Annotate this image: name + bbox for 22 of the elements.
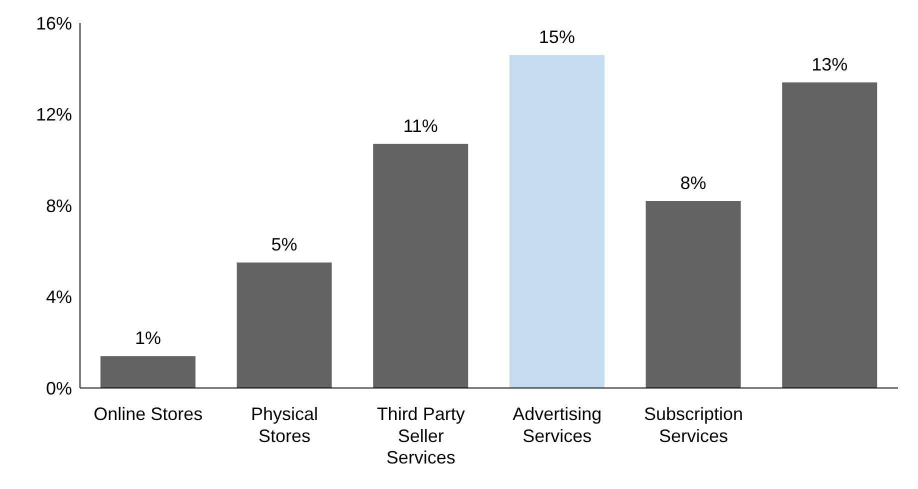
data-label: 13% bbox=[812, 54, 848, 74]
y-tick-label: 4% bbox=[46, 287, 72, 308]
bar bbox=[782, 82, 878, 388]
x-tick-label: Physical Stores bbox=[250, 404, 318, 446]
bar bbox=[646, 200, 741, 388]
y-tick-label: 8% bbox=[46, 196, 72, 216]
x-tick-label: Subscription Services bbox=[644, 404, 744, 446]
data-label: 1% bbox=[134, 328, 161, 348]
bar bbox=[373, 144, 468, 388]
y-tick-label: 12% bbox=[36, 104, 72, 125]
data-label: 8% bbox=[680, 172, 706, 193]
x-tick-label: Online Stores bbox=[94, 404, 203, 424]
bar bbox=[100, 356, 196, 388]
data-label: 15% bbox=[538, 26, 575, 47]
y-tick-label: 0% bbox=[46, 378, 72, 398]
x-tick-label: Advertising Services bbox=[512, 404, 602, 446]
data-label: 5% bbox=[271, 234, 298, 255]
data-label: 11% bbox=[403, 116, 438, 136]
y-tick-label: 16% bbox=[36, 13, 72, 34]
bar bbox=[509, 54, 604, 388]
bar bbox=[236, 262, 332, 388]
x-tick-label: Third Party Seller Services bbox=[376, 404, 465, 468]
